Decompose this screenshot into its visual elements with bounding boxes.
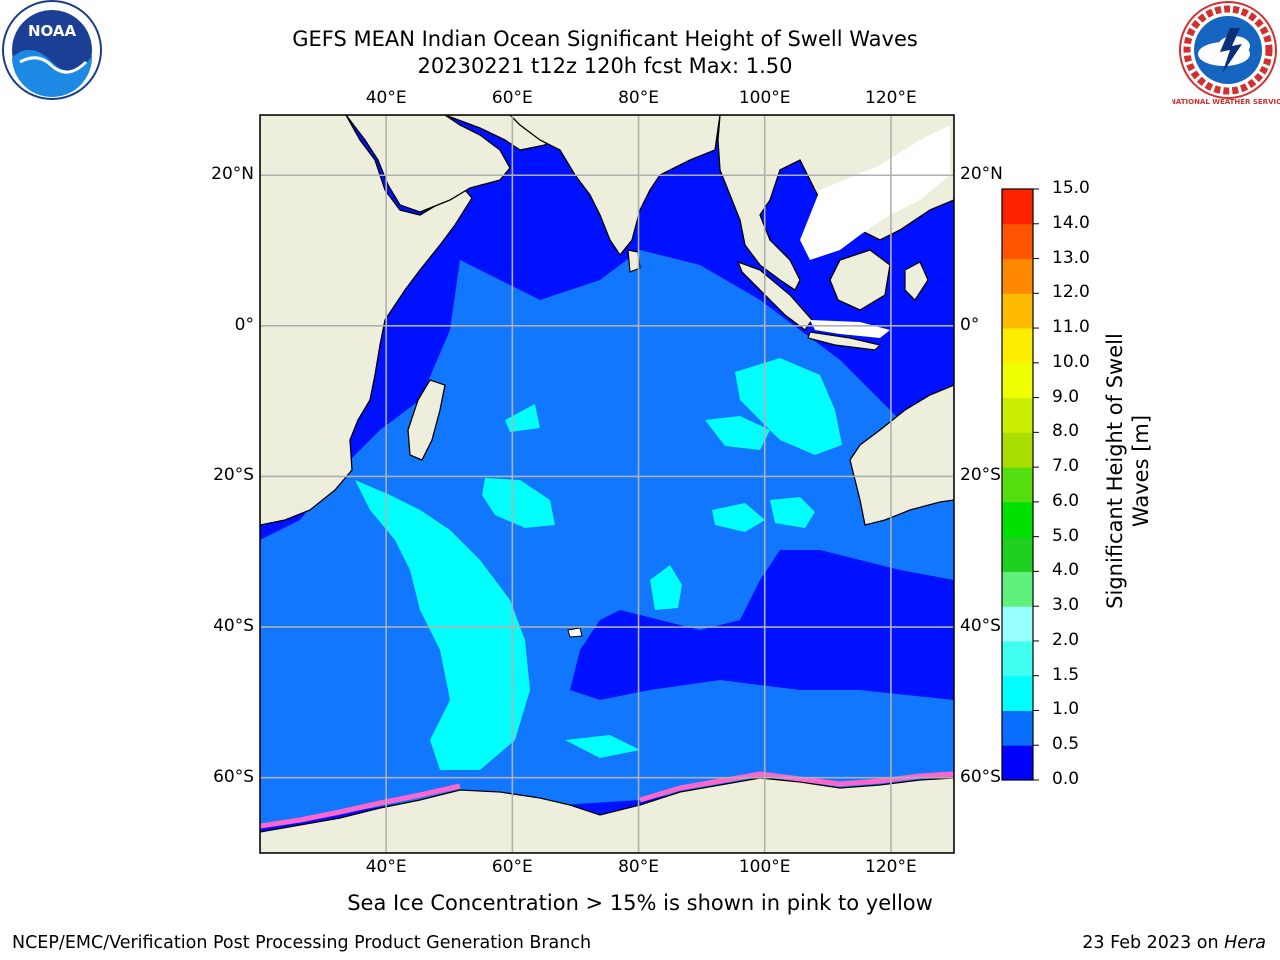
colorbar-swatch-0 [1002,745,1033,781]
colorbar-swatch-14 [1002,258,1033,294]
land-australia [849,384,954,526]
ocean-high-swell-southwest [355,480,530,770]
colorbar-tick-10: 8.0 [1052,421,1080,442]
footer-date: 23 Feb 2023 on Hera [1082,933,1266,953]
ocean-high-swell-blob5 [770,497,815,528]
colorbar [1002,188,1039,781]
colorbar-tick-12: 10.0 [1052,351,1090,372]
ocean-mid-swell-west [260,560,330,700]
ocean-high-swell-blob8 [565,735,640,758]
colorbar-swatch-9 [1002,432,1033,468]
colorbar-label-line1: Significant Height of Swell [1103,333,1127,609]
colorbar-tick-6: 4.0 [1052,560,1080,581]
colorbar-tick-17: 15.0 [1052,178,1090,198]
colorbar-tick-11: 9.0 [1052,386,1080,407]
no-data-kerguelen [567,627,583,638]
colorbar-tick-7: 5.0 [1052,525,1080,546]
colorbar-swatch-13 [1002,293,1033,329]
colorbar-swatch-7 [1002,501,1033,538]
lon-tick-bottom-4: 120°E [865,857,917,877]
land-madagascar [407,379,446,461]
colorbar-swatch-11 [1002,362,1033,399]
colorbar-frame [1001,188,1034,781]
colorbar-tick-9: 7.0 [1052,456,1080,477]
land-africa [260,115,473,526]
land-india [509,115,721,257]
lat-tick-left-1: 0° [234,314,254,335]
lon-tick-top-4: 120°E [865,88,917,108]
colorbar-tick-0: 0.0 [1052,769,1080,789]
lon-tick-bottom-0: 40°E [365,857,407,877]
colorbar-swatch-10 [1002,397,1033,433]
land-sulawesi [904,261,929,301]
colorbar-swatch-6 [1002,536,1033,572]
map-gridlines [260,115,954,853]
map-title: GEFS MEAN Indian Ocean Significant Heigh… [292,27,918,51]
colorbar-swatch-8 [1002,467,1033,503]
noaa-logo-icon: NOAA [2,0,102,100]
nws-logo-icon: NATIONAL WEATHER SERVICE [1172,1,1280,106]
colorbar-swatch-1 [1002,710,1033,746]
noaa-logo-text: NOAA [28,22,77,40]
colorbar-swatch-5 [1002,571,1033,607]
ocean-high-swell-blob4 [712,503,765,532]
ocean-high-swell-blob2 [735,358,842,455]
no-data-java-sea [810,320,890,338]
footer-date-text: 23 Feb 2023 on [1082,933,1225,953]
land-sri-lanka [627,249,641,273]
land-antarctica [260,777,954,853]
colorbar-swatch-2 [1002,675,1033,711]
lat-tick-right-3: 40°S [960,616,1001,637]
lat-tick-left-3: 40°S [213,616,254,637]
lon-tick-top-3: 100°E [738,88,791,108]
ocean-high-swell-blob3 [705,416,770,450]
colorbar-tick-3: 1.5 [1052,664,1080,685]
colorbar-tick-8: 6.0 [1052,490,1080,511]
colorbar-tick-14: 12.0 [1052,282,1090,303]
lat-tick-right-2: 20°S [960,465,1001,486]
colorbar-swatch-4 [1002,606,1033,642]
land-java [807,331,882,351]
land-borneo [829,249,891,311]
lat-tick-left-2: 20°S [213,465,254,486]
lat-tick-right-1: 0° [960,314,980,335]
colorbar-tick-15: 13.0 [1052,247,1090,268]
ocean-high-swell-blob1 [482,478,555,528]
land-sumatra [736,260,813,331]
footer-machine: Hera [1224,933,1266,953]
colorbar-swatch-15 [1002,223,1033,260]
nws-logo-text: NATIONAL WEATHER SERVICE [1172,98,1280,106]
lon-tick-top-1: 60°E [491,88,533,108]
colorbar-tick-5: 3.0 [1052,595,1080,616]
lat-tick-left-4: 60°S [213,766,254,787]
lon-tick-bottom-3: 100°E [738,857,791,877]
ocean-high-swell-blob7 [505,404,540,432]
lon-tick-bottom-2: 80°E [618,857,659,877]
lat-tick-left-0: 20°N [211,164,254,185]
lon-tick-top-0: 40°E [365,88,407,108]
colorbar-label-line2: Waves [m] [1129,414,1153,528]
colorbar-swatch-3 [1002,640,1033,677]
map-subtitle: 20230221 t12z 120h fcst Max: 1.50 [417,54,793,78]
sea-ice-edge [260,783,461,829]
sea-ice-caption: Sea Ice Concentration > 15% is shown in … [347,891,933,915]
colorbar-swatch-16 [1002,189,1033,225]
colorbar-label: Significant Height of Swell Waves [m] [1102,251,1154,691]
colorbar-swatch-12 [1002,328,1033,364]
lon-tick-bottom-1: 60°E [491,857,533,877]
lat-tick-right-0: 20°N [960,164,1003,185]
colorbar-tick-1: 0.5 [1052,734,1080,755]
lat-tick-right-4: 60°S [960,766,1001,787]
ocean-high-swell-blob6 [650,565,682,610]
footer-credit: NCEP/EMC/Verification Post Processing Pr… [12,933,592,953]
lon-tick-top-2: 80°E [618,88,659,108]
colorbar-tick-4: 2.0 [1052,629,1080,650]
no-data-south-china-sea [800,125,950,260]
land-arabia [345,115,511,213]
colorbar-tick-13: 11.0 [1052,317,1090,338]
map-frame [259,114,955,854]
colorbar-tick-2: 1.0 [1052,699,1080,720]
colorbar-tick-16: 14.0 [1052,212,1090,233]
